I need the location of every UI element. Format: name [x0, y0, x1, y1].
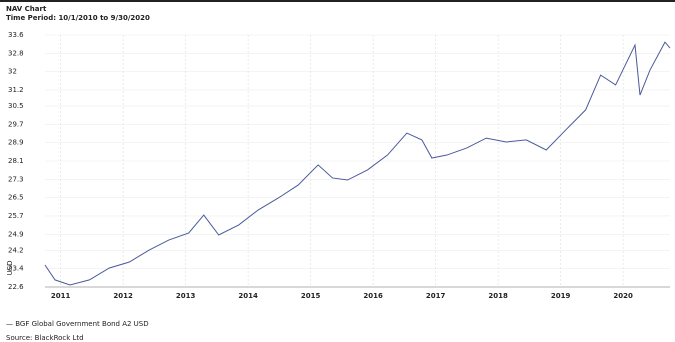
y-tick-label: 32.8 — [8, 49, 24, 57]
y-tick-label: 28.1 — [8, 157, 24, 165]
y-tick-label: 24.9 — [8, 230, 24, 238]
y-tick-label: 30.5 — [8, 102, 24, 110]
legend-entry: — BGF Global Government Bond A2 USD — [6, 320, 149, 328]
x-tick-label: 2012 — [113, 292, 133, 300]
x-tick-label: 2016 — [363, 292, 383, 300]
x-tick-label: 2015 — [301, 292, 321, 300]
x-tick-label: 2017 — [426, 292, 446, 300]
top-rule — [0, 0, 675, 2]
x-tick-label: 2020 — [613, 292, 633, 300]
y-tick-label: 33.6 — [8, 31, 24, 39]
source-note: Source: BlackRock Ltd — [6, 334, 84, 342]
y-axis-label: USD — [6, 261, 14, 276]
y-tick-label: 28.9 — [8, 139, 24, 147]
y-tick-label: 29.7 — [8, 120, 24, 128]
x-tick-label: 2011 — [51, 292, 71, 300]
x-tick-label: 2014 — [238, 292, 258, 300]
y-tick-label: 32 — [8, 68, 17, 76]
y-tick-label: 24.2 — [8, 246, 24, 254]
y-tick-label: 25.7 — [8, 212, 24, 220]
y-tick-label: 26.5 — [8, 194, 24, 202]
y-tick-label: 22.6 — [8, 283, 24, 291]
y-tick-label: 27.3 — [8, 175, 24, 183]
x-tick-label: 2019 — [551, 292, 571, 300]
line-series — [44, 41, 671, 286]
y-tick-label: 31.2 — [8, 86, 24, 94]
x-tick-label: 2018 — [488, 292, 508, 300]
y-tick-label: 23.4 — [8, 265, 24, 273]
chart-subtitle: Time Period: 10/1/2010 to 9/30/2020 — [6, 14, 150, 22]
chart-title: NAV Chart — [6, 5, 47, 13]
x-tick-label: 2013 — [176, 292, 196, 300]
